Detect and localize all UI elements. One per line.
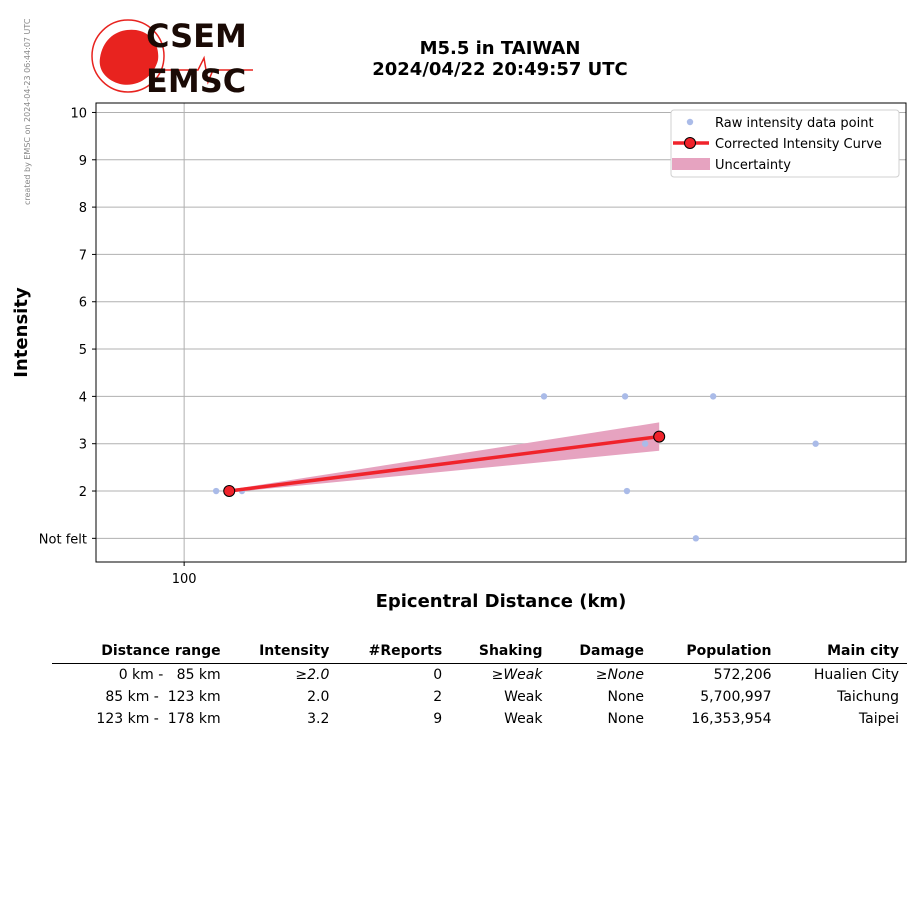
table-cell: 9 xyxy=(433,711,443,727)
plot-frame xyxy=(95,102,907,563)
y-tick-label: 9 xyxy=(79,154,87,169)
legend: Raw intensity data point Corrected Intens… xyxy=(670,109,900,178)
logo-text-csem: CSEM xyxy=(146,18,247,55)
intensity-curve-line xyxy=(229,434,660,493)
axis-ticks: Not felt 2 3 4 5 6 7 8 9 10 100 xyxy=(39,106,197,587)
table-cell: ≥Weak xyxy=(491,667,543,683)
emsc-logo: CSEM EMSC xyxy=(91,18,253,100)
table-row: 0 km - 85 km ≥2.0 0 ≥Weak ≥None 572,206 Hualie… xyxy=(52,664,907,687)
table-cell: 3.2 xyxy=(307,711,330,727)
y-tick-label: 8 xyxy=(79,201,87,216)
intensity-curve-marker xyxy=(223,485,236,498)
uncertainty-layer xyxy=(229,422,660,493)
table-header-cell: Intensity xyxy=(228,640,338,664)
y-tick-label: Not felt xyxy=(39,532,87,547)
table-header-cell: #Reports xyxy=(337,640,451,664)
table-cell: None xyxy=(607,711,645,727)
intensity-table: Distance range Intensity #Reports Shaking Da… xyxy=(52,640,907,730)
raw-data-point xyxy=(641,440,649,447)
table-header-row: Distance range Intensity #Reports Shaking Da… xyxy=(52,640,907,664)
logo-text-emsc: EMSC xyxy=(146,62,246,100)
title-line-1: M5.5 in TAIWAN xyxy=(419,38,581,59)
y-tick-label: 3 xyxy=(79,438,87,453)
legend-raw-marker xyxy=(686,118,694,126)
table-cell: Weak xyxy=(504,689,543,705)
table-header-cell: Population xyxy=(652,640,780,664)
table-cell: 2 xyxy=(433,689,443,705)
table-body: 0 km - 85 km ≥2.0 0 ≥Weak ≥None 572,206 Hualie… xyxy=(52,664,907,731)
raw-points-layer xyxy=(212,393,819,542)
x-tick-label: 100 xyxy=(172,572,197,587)
table-cell: 123 km - 178 km xyxy=(96,711,221,727)
uncertainty-band xyxy=(229,422,660,493)
legend-curve-marker xyxy=(684,137,696,149)
intensity-curve-marker xyxy=(653,430,666,443)
table-header-cell: Shaking xyxy=(450,640,551,664)
chart-title: M5.5 in TAIWAN 2024/04/22 20:49:57 UTC xyxy=(300,38,700,80)
table-header-cell: Distance range xyxy=(52,640,229,664)
raw-data-point xyxy=(709,393,717,400)
table-header-cell: Damage xyxy=(550,640,653,664)
table-cell: ≥2.0 xyxy=(295,667,330,683)
raw-data-point xyxy=(540,393,548,400)
legend-box xyxy=(670,109,900,178)
table-cell: 0 km - 85 km xyxy=(118,667,221,683)
logo-map-shape xyxy=(99,29,159,85)
legend-label: Uncertainty xyxy=(715,158,791,173)
logo-seismogram xyxy=(158,55,253,85)
title-line-2: 2024/04/22 20:49:57 UTC xyxy=(372,59,628,80)
legend-uncertainty-swatch xyxy=(672,158,710,170)
raw-data-point xyxy=(812,440,819,447)
raw-data-point xyxy=(621,393,629,400)
table-cell: 572,206 xyxy=(713,667,772,683)
table-cell: Taipei xyxy=(858,711,899,727)
curve-layer xyxy=(223,430,666,498)
y-tick-label: 10 xyxy=(70,106,87,121)
table-cell: 2.0 xyxy=(307,689,330,705)
logo-globe-ring xyxy=(91,19,165,93)
table-cell: Weak xyxy=(504,711,543,727)
raw-data-point xyxy=(623,487,631,495)
y-tick-label: 2 xyxy=(79,485,87,500)
legend-label: Corrected Intensity Curve xyxy=(715,137,882,152)
y-tick-label: 6 xyxy=(79,296,87,311)
intensity-table-wrap: Distance range Intensity #Reports Shaking Da… xyxy=(52,640,907,730)
table-cell: Hualien City xyxy=(813,667,899,683)
table-row: 123 km - 178 km 3.2 9 Weak None 16,353,954 Tai… xyxy=(52,708,907,730)
table-cell: ≥None xyxy=(595,667,645,683)
table-row: 85 km - 123 km 2.0 2 Weak None 5,700,997 Taich… xyxy=(52,686,907,708)
table-cell: None xyxy=(607,689,645,705)
y-tick-label: 7 xyxy=(79,248,87,263)
intensity-chart: Not felt 2 3 4 5 6 7 8 9 10 100 Epicentral Distanc… xyxy=(11,102,907,612)
table-cell: 0 xyxy=(433,667,443,683)
table-cell: Taichung xyxy=(837,689,899,705)
y-tick-label: 4 xyxy=(79,390,87,405)
raw-data-point xyxy=(212,487,220,495)
legend-label: Raw intensity data point xyxy=(715,116,874,131)
table-cell: 85 km - 123 km xyxy=(105,689,221,705)
y-axis-label: Intensity xyxy=(11,287,32,378)
table-cell: 16,353,954 xyxy=(691,711,772,727)
table-cell: 5,700,997 xyxy=(700,689,772,705)
raw-data-point xyxy=(692,535,700,542)
y-tick-label: 5 xyxy=(79,343,87,358)
x-axis-label: Epicentral Distance (km) xyxy=(376,591,627,612)
table-header-cell: Main city xyxy=(779,640,907,664)
